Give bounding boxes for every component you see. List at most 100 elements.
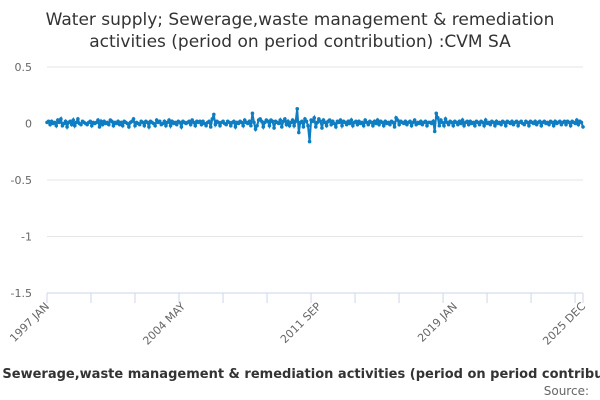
legend-label[interactable]: Water supply; Sewerage,waste management … [0,367,600,382]
data-point [488,122,493,127]
data-point [323,120,327,125]
data-point [295,107,300,111]
data-point [133,123,137,128]
data-point [575,118,579,122]
data-point [71,118,76,122]
data-point [164,123,168,128]
data-point [249,123,253,128]
data-point [116,119,120,124]
data-point [408,119,412,124]
data-point [547,122,551,127]
data-point [516,123,520,128]
data-point [68,119,72,124]
data-point [259,119,264,124]
x-tick-label: 2019 JAN [415,300,460,345]
data-point [140,120,145,125]
data-point [344,122,349,127]
data-point [502,120,507,125]
data-point [491,120,496,125]
data-point [76,117,80,121]
data-point [198,119,202,124]
data-point [338,118,343,122]
data-point [99,119,103,124]
data-point [340,123,344,128]
data-point [283,117,287,121]
data-point [434,111,439,116]
chart-title-line-2: activities (period on period contributio… [89,32,511,52]
data-point [307,139,312,144]
data-point [347,121,352,126]
data-point [145,120,150,125]
data-point [292,123,296,128]
data-point [381,123,386,128]
data-point [110,119,114,124]
data-point [462,123,466,128]
data-point [261,125,266,129]
data-point [168,123,173,128]
data-point [179,125,184,129]
data-point [576,122,581,127]
data-point [412,118,417,122]
data-point [111,123,116,128]
data-point [503,123,508,128]
chart-title-line-1: Water supply; Sewerage,waste management … [46,10,555,30]
data-point [539,123,544,128]
data-point [227,120,232,125]
data-point [431,119,435,124]
data-point [232,119,236,124]
data-point [371,123,375,128]
data-point [306,123,310,128]
data-point [191,120,196,125]
data-point [296,130,301,135]
data-point [286,119,290,124]
data-point [354,119,358,124]
data-point [403,119,408,124]
data-point [250,111,255,116]
data-point [388,122,392,127]
data-point [374,121,378,126]
data-point [59,117,63,121]
data-point [440,120,445,125]
data-point [46,119,51,124]
data-point [419,119,423,124]
data-point [131,117,136,121]
x-tick-label: 2025 DEC [540,300,588,348]
data-point [89,123,94,128]
data-point [157,119,162,124]
data-point [477,122,482,127]
data-point [79,122,83,127]
data-point [241,123,245,128]
data-point [473,123,477,128]
data-point [65,125,69,129]
data-point [360,120,364,125]
data-point [423,119,428,124]
data-point [213,122,218,127]
data-point [443,117,448,121]
x-tick-label: 2011 SEP [278,300,324,346]
data-point [397,122,401,127]
data-point [522,122,527,127]
data-point [284,122,289,127]
data-point [247,119,252,124]
data-point [395,118,400,122]
data-point [564,122,568,127]
data-point [568,123,573,128]
source-label: Source: [544,384,589,398]
data-point [270,119,275,124]
data-point [193,123,198,128]
data-point [272,126,276,130]
data-point [276,121,281,126]
data-point [510,119,514,124]
data-point [127,125,131,129]
data-point [69,122,74,127]
data-point [493,123,497,128]
data-point [456,122,460,127]
data-point [218,123,222,128]
data-point [562,119,567,124]
data-point [525,120,530,125]
data-point [142,123,147,128]
data-point [581,125,585,129]
data-point [88,119,93,124]
data-point [74,120,79,125]
